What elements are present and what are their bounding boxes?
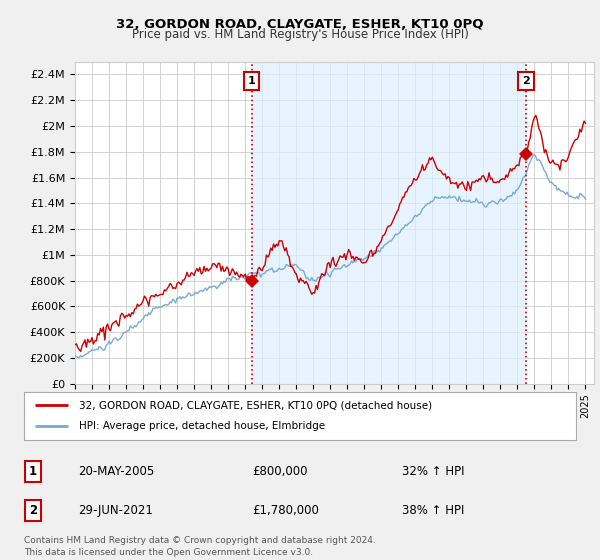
Text: £1,780,000: £1,780,000 xyxy=(252,504,319,517)
Text: 32% ↑ HPI: 32% ↑ HPI xyxy=(402,465,464,478)
Text: 1: 1 xyxy=(248,76,256,86)
Text: Contains HM Land Registry data © Crown copyright and database right 2024.
This d: Contains HM Land Registry data © Crown c… xyxy=(24,536,376,557)
Text: 20-MAY-2005: 20-MAY-2005 xyxy=(78,465,154,478)
Text: 29-JUN-2021: 29-JUN-2021 xyxy=(78,504,153,517)
Bar xyxy=(251,62,526,384)
Text: £800,000: £800,000 xyxy=(252,465,308,478)
Text: 1: 1 xyxy=(29,465,37,478)
Text: Price paid vs. HM Land Registry's House Price Index (HPI): Price paid vs. HM Land Registry's House … xyxy=(131,28,469,41)
Text: HPI: Average price, detached house, Elmbridge: HPI: Average price, detached house, Elmb… xyxy=(79,421,325,431)
Text: 32, GORDON ROAD, CLAYGATE, ESHER, KT10 0PQ (detached house): 32, GORDON ROAD, CLAYGATE, ESHER, KT10 0… xyxy=(79,400,433,410)
Text: 2: 2 xyxy=(29,504,37,517)
Text: 32, GORDON ROAD, CLAYGATE, ESHER, KT10 0PQ: 32, GORDON ROAD, CLAYGATE, ESHER, KT10 0… xyxy=(116,18,484,31)
Text: 38% ↑ HPI: 38% ↑ HPI xyxy=(402,504,464,517)
Text: 2: 2 xyxy=(522,76,530,86)
